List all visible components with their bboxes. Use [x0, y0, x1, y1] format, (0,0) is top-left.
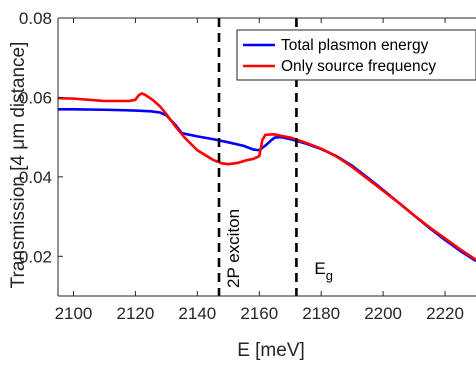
y-tick-label: 0.06	[19, 88, 52, 107]
x-tick-label: 2100	[55, 304, 93, 323]
y-axis-label: Transmission [4 μm distance]	[8, 42, 29, 289]
x-tick-label: 2180	[302, 304, 340, 323]
y-tick-label: 0.02	[19, 247, 52, 266]
x-tick-label: 2200	[364, 304, 402, 323]
x-tick-label: 2140	[178, 304, 216, 323]
vline-label-2p-exciton: 2P exciton	[224, 209, 243, 288]
x-tick-label: 2120	[116, 304, 154, 323]
y-tick-label: 0.04	[19, 168, 52, 187]
axes	[57, 17, 476, 297]
y-tick-label: 0.08	[19, 9, 52, 28]
legend-label-total-plasmon-energy: Total plasmon energy	[281, 37, 429, 54]
series-line-only-source-frequency	[58, 92, 476, 261]
x-tick-label: 2220	[426, 304, 464, 323]
x-axis-label: E [meV]	[237, 340, 305, 361]
legend-label-only-source-frequency: Only source frequency	[281, 58, 436, 75]
x-tick-label: 2160	[240, 304, 278, 323]
tick-labels: 2100 2120 2140 2160 2180 2200 2220 0.02 0.04 0.06…	[19, 9, 464, 323]
series-layer	[58, 92, 476, 263]
legend-box	[236, 29, 476, 81]
legend: Total plasmon energy Only source frequenc…	[236, 29, 476, 81]
